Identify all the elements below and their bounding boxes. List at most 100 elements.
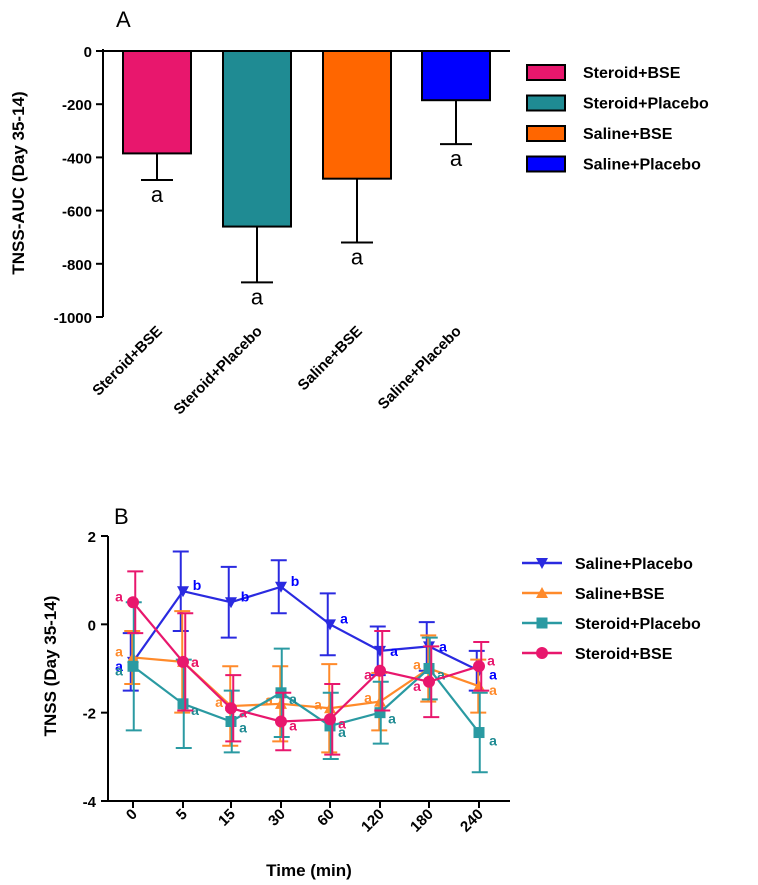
data-point (473, 660, 485, 673)
panel-b-x-tick-label: 30 (265, 806, 289, 830)
bar-saline-placebo (421, 50, 491, 102)
panel-b-x-tick-label: 5 (173, 806, 191, 824)
panel-b-x-tick-label: 120 (358, 806, 388, 836)
point-significance-label: a (487, 652, 495, 668)
panel-a-y-tick-label: 0 (84, 44, 92, 61)
legend-label: Saline+Placebo (575, 556, 693, 573)
legend-swatch (526, 155, 566, 173)
significance-label: a (351, 245, 364, 270)
panel-a-x-tick-labels: Steroid+BSE Steroid+Placebo Saline+BSE Sali… (89, 323, 465, 418)
legend-label: Saline+Placebo (583, 157, 701, 174)
point-significance-label: a (115, 588, 123, 604)
data-point (324, 619, 336, 631)
legend-label: Saline+BSE (583, 126, 673, 143)
panel-a-x-tick-label: Saline+BSE (295, 323, 366, 394)
legend-label: Steroid+Placebo (575, 616, 701, 633)
panel-a-y-axis-label: TNSS-AUC (Day 35-14) (9, 91, 28, 274)
point-significance-label: a (191, 654, 199, 670)
point-significance-label: a (364, 667, 372, 683)
significance-label: a (251, 284, 264, 309)
panel-a-x-tick-label: Steroid+BSE (89, 323, 166, 400)
point-significance-label: a (314, 696, 322, 712)
bar-steroid-placebo (222, 50, 292, 228)
point-significance-label: a (437, 667, 445, 683)
series-line (132, 665, 480, 734)
panel-b-label: B (114, 504, 129, 529)
legend-swatch (526, 64, 566, 81)
data-point (473, 727, 485, 739)
panel-a-x-tick-label: Saline+Placebo (375, 323, 465, 413)
data-point (374, 707, 386, 719)
panel-a-y-tick-label: -800 (62, 257, 92, 274)
data-point (324, 713, 336, 726)
panel-a-y-tick-label: -200 (62, 97, 92, 114)
point-significance-label: a (289, 691, 297, 707)
panel-a-bar-chart: A TNSS-AUC (Day 35-14) 0 -200 -400 -600 -800… (9, 7, 709, 418)
point-significance-label: a (215, 694, 223, 710)
panel-b-axes: 2 0 -2 -4 (83, 529, 510, 811)
point-significance-label: a (390, 643, 398, 659)
series-line (132, 585, 480, 672)
panel-b-y-axis-label: TNSS (Day 35-14) (41, 596, 60, 737)
point-significance-label: a (115, 658, 123, 674)
panel-b-x-axis-label: Time (min) (266, 861, 352, 880)
point-significance-label: a (489, 667, 497, 683)
series-line (132, 601, 480, 723)
data-point (127, 660, 139, 672)
panel-b-x-tick-label: 240 (457, 806, 487, 836)
data-point (177, 655, 189, 668)
legend-marker (536, 558, 548, 569)
legend-swatch (526, 125, 566, 142)
panel-b-y-tick-label: -4 (83, 794, 97, 811)
point-significance-label: a (115, 662, 123, 678)
data-point (177, 698, 189, 710)
data-point (225, 702, 237, 715)
data-point (275, 581, 287, 593)
legend-marker (536, 647, 548, 659)
panel-a-y-tick-label: -400 (62, 150, 92, 167)
data-point (177, 586, 189, 598)
legend-label: Steroid+BSE (575, 646, 673, 663)
legend-label: Saline+BSE (575, 586, 665, 603)
panel-b-x-tick-label: 15 (215, 806, 239, 830)
panel-b-x-tick-label: 180 (407, 806, 437, 836)
data-point (423, 663, 435, 674)
point-significance-label: a (239, 704, 247, 720)
point-significance-label: a (439, 638, 447, 654)
point-significance-label: a (489, 733, 497, 749)
panel-b-line-chart: B TNSS (Day 35-14) Time (min) 2 0 -2 -4 a b b… (41, 504, 701, 880)
panel-a-x-tick-label: Steroid+Placebo (170, 323, 265, 418)
significance-label: a (151, 182, 164, 207)
data-point (225, 716, 237, 727)
data-point (423, 675, 435, 688)
bar-steroid-bse (122, 50, 192, 155)
data-point (275, 715, 287, 728)
panel-a-label: A (116, 7, 131, 32)
panel-b-x-tick-label: 0 (123, 806, 141, 824)
point-significance-label: a (239, 720, 247, 736)
panel-b-x-tick-labels: 0 5 15 30 60 120 180 240 (123, 806, 487, 836)
point-significance-label: b (193, 577, 202, 593)
panel-b-legend: Saline+Placebo Saline+BSE Steroid+Placebo S… (522, 556, 701, 663)
panel-b-y-tick-label: 0 (88, 617, 96, 634)
significance-label: a (450, 146, 463, 171)
point-significance-label: a (191, 654, 199, 670)
point-significance-label: a (413, 678, 421, 694)
bar-saline-bse (322, 50, 392, 180)
data-point (225, 597, 237, 609)
panel-b-y-tick-label: -2 (83, 706, 96, 723)
point-significance-label: b (241, 588, 250, 604)
legend-marker (536, 617, 548, 629)
legend-marker (536, 587, 548, 598)
legend-label: Steroid+BSE (583, 65, 681, 82)
point-significance-label: a (489, 682, 497, 698)
point-significance-label: a (364, 690, 372, 706)
panel-a-y-tick-label: -1000 (54, 310, 92, 327)
panel-a-y-tick-label: -600 (62, 204, 92, 221)
data-point (324, 720, 336, 732)
data-point (374, 664, 386, 677)
